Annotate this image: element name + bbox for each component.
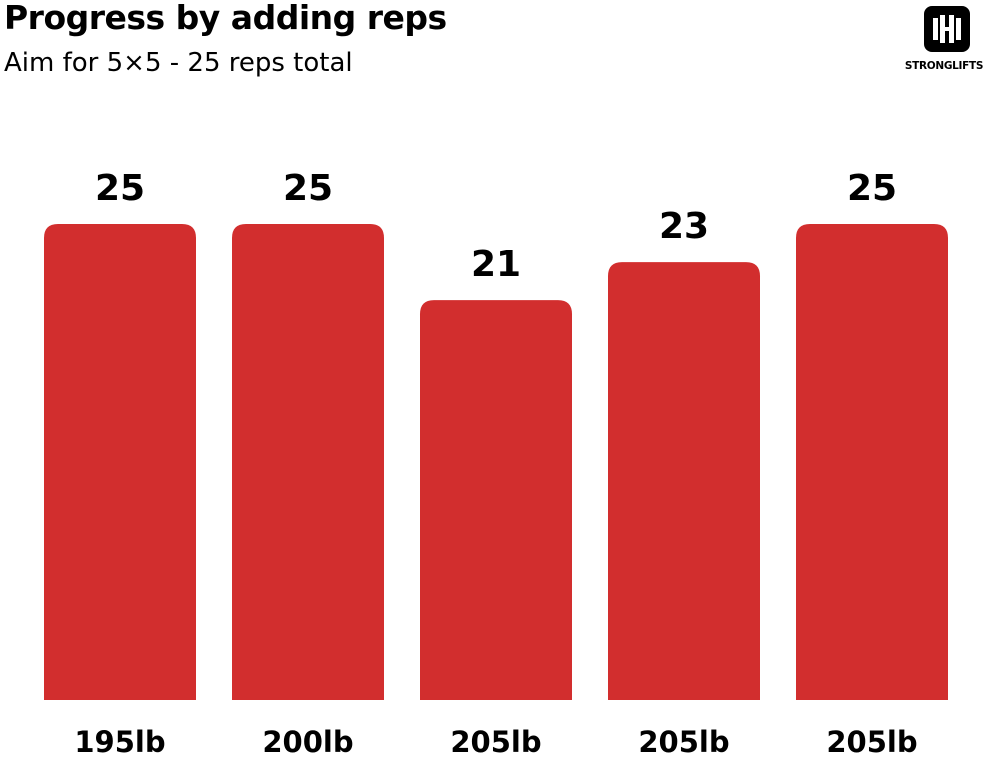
category-label-5: 205lb (826, 725, 917, 759)
data-label-4: 23 (659, 206, 709, 247)
bar-4 (608, 262, 760, 700)
barbell-icon (924, 6, 970, 52)
stronglifts-logo: STRONGLIFTS (898, 6, 990, 72)
bar-1 (44, 224, 196, 700)
data-label-1: 25 (95, 168, 145, 209)
category-label-2: 200lb (262, 725, 353, 759)
category-label-3: 205lb (450, 725, 541, 759)
data-label-2: 25 (283, 168, 333, 209)
logo-text: STRONGLIFTS (904, 60, 984, 72)
category-label-4: 205lb (638, 725, 729, 759)
category-label-1: 195lb (74, 725, 165, 759)
bar-5 (796, 224, 948, 700)
bar-2 (232, 224, 384, 700)
data-label-3: 21 (471, 244, 521, 285)
chart-title: Progress by adding reps (4, 0, 447, 37)
bar-3 (420, 300, 572, 700)
data-label-5: 25 (847, 168, 897, 209)
chart-subtitle: Aim for 5×5 - 25 reps total (4, 48, 353, 78)
